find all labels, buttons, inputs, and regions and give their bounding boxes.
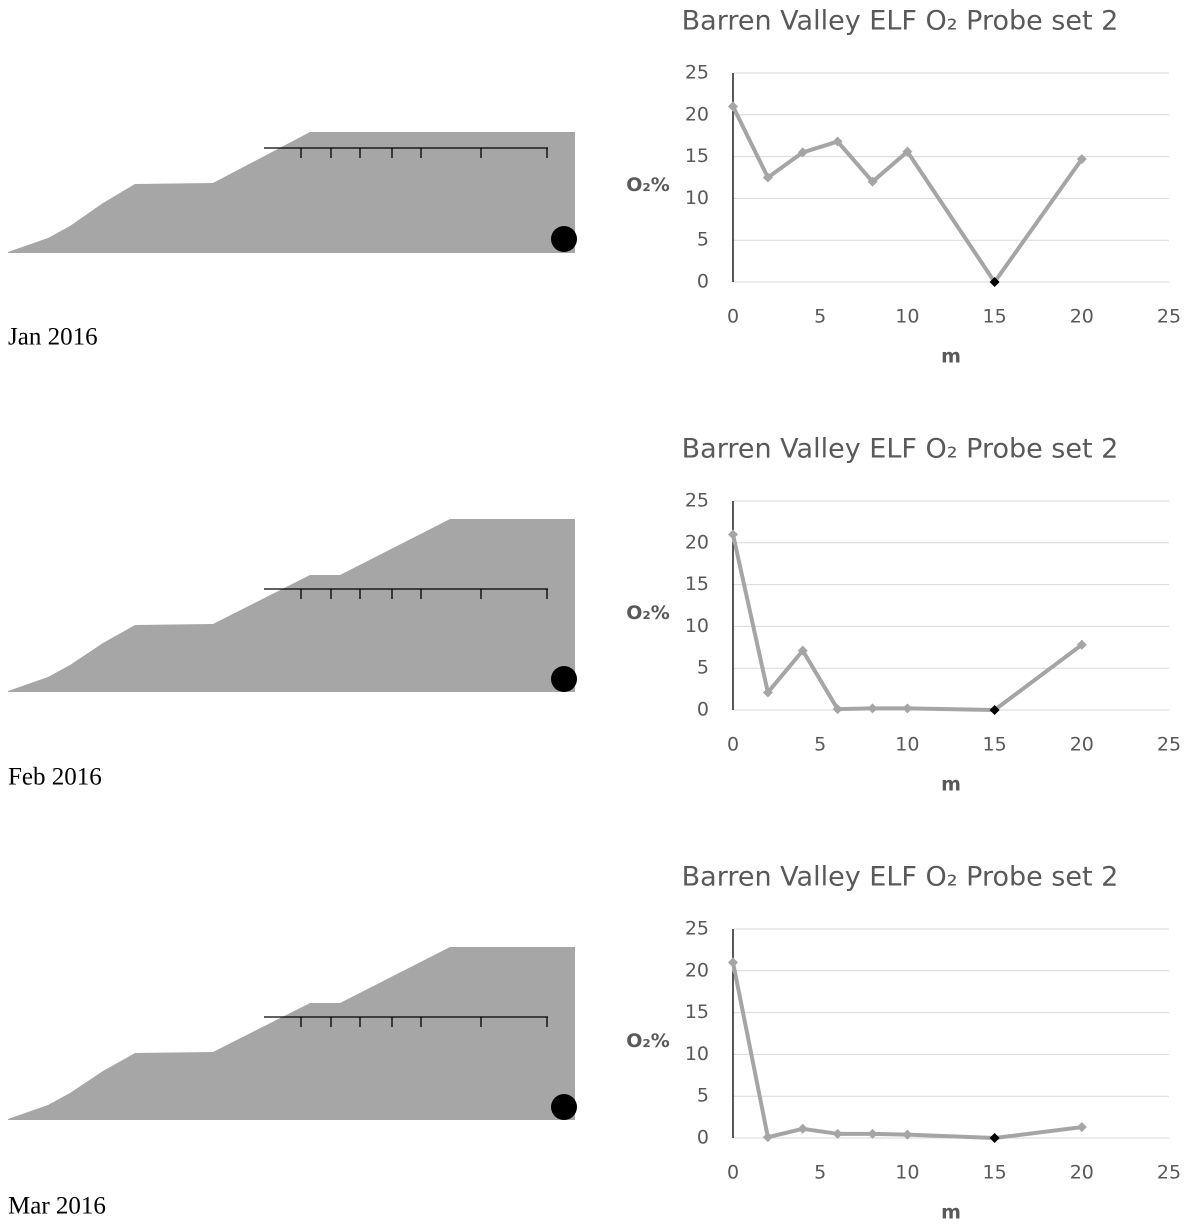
y-tick-label: 0 xyxy=(697,1127,709,1149)
point-marker xyxy=(728,101,738,112)
x-tick-label: 15 xyxy=(983,734,1007,756)
point-marker xyxy=(989,1133,1000,1143)
y-tick-label: 25 xyxy=(685,918,709,940)
terrain xyxy=(8,947,575,1120)
point-marker xyxy=(902,146,913,157)
y-axis-label: O₂% xyxy=(626,1030,670,1052)
x-tick-label: 15 xyxy=(983,306,1007,328)
y-tick-label: 20 xyxy=(685,959,709,981)
x-tick-label: 5 xyxy=(814,734,826,756)
chart-title: Barren Valley ELF O₂ Probe set 2 xyxy=(682,862,1119,893)
x-tick-label: 0 xyxy=(727,1162,739,1184)
terrain xyxy=(8,132,575,253)
x-tick-label: 25 xyxy=(1157,734,1181,756)
diagram-mar: Mar 2016 xyxy=(8,947,577,1220)
x-tick-label: 20 xyxy=(1070,306,1094,328)
chart: Barren Valley ELF O₂ Probe set 2 0 5 10 15 20… xyxy=(626,6,1181,368)
point-marker xyxy=(832,1128,843,1139)
y-tick-label: 5 xyxy=(697,1085,709,1107)
y-axis-label: O₂% xyxy=(626,174,670,196)
date-label: Mar 2016 xyxy=(8,1193,106,1220)
point-marker xyxy=(989,705,1000,715)
y-tick-label: 15 xyxy=(685,573,709,595)
date-label: Feb 2016 xyxy=(8,764,102,791)
x-tick-label: 15 xyxy=(983,1162,1007,1184)
y-tick-label: 5 xyxy=(697,657,709,679)
point-marker xyxy=(1076,1122,1087,1133)
point-marker xyxy=(762,1132,773,1143)
x-tick-label: 10 xyxy=(895,734,919,756)
terrain xyxy=(8,519,575,692)
series-line xyxy=(731,962,1083,1140)
probe-dot xyxy=(551,666,577,692)
point-marker xyxy=(867,176,878,187)
y-tick-label: 20 xyxy=(685,531,709,553)
y-tick-label: 15 xyxy=(685,145,709,167)
x-tick-label: 10 xyxy=(895,1162,919,1184)
probe-dot xyxy=(551,226,577,252)
point-marker xyxy=(1076,639,1087,650)
series-line xyxy=(731,534,1083,712)
x-tick-label: 20 xyxy=(1070,1162,1094,1184)
x-axis-label: m xyxy=(941,774,961,796)
x-tick-label: 5 xyxy=(814,1162,826,1184)
chart-title: Barren Valley ELF O₂ Probe set 2 xyxy=(682,6,1119,37)
y-tick-label: 15 xyxy=(685,1001,709,1023)
ruler xyxy=(264,1016,548,1027)
diagram-jan: Jan 2016 xyxy=(8,132,577,351)
diagram-feb: Feb 2016 xyxy=(8,519,577,791)
ruler xyxy=(264,588,548,599)
x-tick-label: 5 xyxy=(814,306,826,328)
y-tick-label: 10 xyxy=(685,1043,709,1065)
x-tick-label: 20 xyxy=(1070,734,1094,756)
point-marker xyxy=(797,1123,808,1134)
probe-dot xyxy=(551,1094,577,1120)
x-tick-label: 10 xyxy=(895,306,919,328)
x-tick-label: 0 xyxy=(727,306,739,328)
ruler xyxy=(264,147,548,158)
y-tick-label: 10 xyxy=(685,615,709,637)
x-axis-label: m xyxy=(941,346,961,368)
point-marker xyxy=(832,136,843,147)
date-label: Jan 2016 xyxy=(8,324,98,351)
point-marker xyxy=(867,1128,878,1139)
point-marker xyxy=(867,703,878,714)
point-marker xyxy=(728,957,738,968)
point-marker xyxy=(797,645,808,656)
point-marker xyxy=(1076,154,1087,165)
y-axis-label: O₂% xyxy=(626,602,670,624)
chart: Barren Valley ELF O₂ Probe set 2 0 5 10 15 20… xyxy=(626,862,1181,1224)
point-marker xyxy=(902,1129,913,1140)
y-tick-label: 10 xyxy=(685,187,709,209)
x-tick-label: 25 xyxy=(1157,1162,1181,1184)
chart-title: Barren Valley ELF O₂ Probe set 2 xyxy=(682,434,1119,465)
y-tick-label: 0 xyxy=(697,271,709,293)
y-tick-label: 20 xyxy=(685,103,709,125)
y-tick-label: 25 xyxy=(685,490,709,512)
point-marker xyxy=(762,687,773,698)
point-marker xyxy=(832,704,843,715)
point-marker xyxy=(902,703,913,714)
point-marker xyxy=(989,277,1000,287)
y-tick-label: 25 xyxy=(685,62,709,84)
series-line xyxy=(731,105,1084,284)
point-marker xyxy=(762,172,773,183)
point-marker xyxy=(728,529,738,540)
point-marker xyxy=(797,147,808,158)
y-tick-label: 0 xyxy=(697,699,709,721)
y-tick-label: 5 xyxy=(697,229,709,251)
x-tick-label: 0 xyxy=(727,734,739,756)
x-axis-label: m xyxy=(941,1202,961,1224)
chart: Barren Valley ELF O₂ Probe set 2 0 5 10 15 20… xyxy=(626,434,1181,796)
x-tick-label: 25 xyxy=(1157,306,1181,328)
